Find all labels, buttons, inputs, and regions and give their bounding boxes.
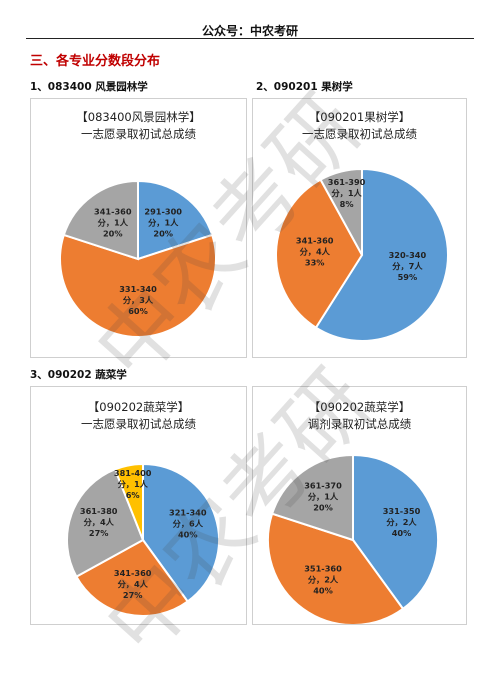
page-header: 公众号：中农考研 — [0, 0, 500, 39]
pie-chart-vegetable-adjust: 331-350 分，2人 40% 351-360 分，2人 40% 361-370 分，1人 2… — [267, 453, 439, 624]
slice-label-321-340: 321-340 分，6人 40% — [169, 507, 207, 539]
chart-title-line2: 调剂录取初试总成绩 — [307, 417, 412, 431]
slice-label-361-380: 361-380 分，4人 27% — [80, 506, 118, 538]
subsection-2-label: 2、090201 果树学 — [256, 81, 353, 93]
chart-card-fruit: 【090201果树学】 一志愿录取初试总成绩 320-340 分，7人 59% 341… — [252, 98, 467, 358]
chart-title-line2: 一志愿录取初试总成绩 — [81, 127, 196, 141]
slice-label-381-400: 381-400 分，1人 6% — [114, 468, 152, 500]
pie-slice-291-300 — [137, 179, 214, 261]
subsection-3-label: 3、090202 蔬菜学 — [30, 369, 127, 381]
chart-title-line2: 一志愿录取初试总成绩 — [302, 127, 417, 141]
chart-card-landscape: 【083400风景园林学】 一志愿录取初试总成绩 291-300 分，1人 20% 3… — [30, 98, 247, 358]
pie-slice-341-360 — [75, 538, 190, 617]
pie-slice-381-400 — [113, 462, 144, 541]
slice-label-361-390: 361-390 分，1人 8% — [328, 177, 366, 209]
slice-label-320-340: 320-340 分，7人 59% — [389, 250, 427, 282]
slice-label-341-360: 341-360 分，4人 33% — [296, 236, 334, 268]
slice-label-331-340: 331-340 分，3人 60% — [119, 284, 157, 316]
slice-label-361-370: 361-370 分，1人 20% — [304, 481, 342, 513]
slice-label-341-360: 341-360 分，4人 27% — [114, 568, 152, 600]
chart-card-vegetable-first: 【090202蔬菜学】 一志愿录取初试总成绩 321-340 分，6人 40% 341… — [30, 386, 247, 625]
pie-slice-361-380 — [66, 468, 145, 578]
pie-slice-361-370 — [270, 453, 354, 542]
pie-chart-fruit: 320-340 分，7人 59% 341-360 分，4人 33% 361-390 分，1人 8… — [275, 167, 449, 342]
pie-slice-331-340 — [59, 233, 217, 339]
pie-slice-351-360 — [267, 512, 405, 624]
header-rule — [26, 38, 474, 39]
chart-card-vegetable-adjust: 【090202蔬菜学】 调剂录取初试总成绩 331-350 分，2人 40% 351-… — [252, 386, 467, 625]
pie-slice-341-360 — [62, 179, 139, 261]
slice-label-331-350: 331-350 分，2人 40% — [383, 506, 421, 538]
pie-slice-331-350 — [352, 453, 439, 611]
chart-title-line1: 【083400风景园林学】 — [76, 110, 201, 124]
chart-title-line1: 【090202蔬菜学】 — [87, 400, 190, 414]
chart-title-line1: 【090201果树学】 — [308, 110, 411, 124]
section-title: 三、各专业分数段分布 — [30, 54, 161, 69]
subsection-1-label: 1、083400 风景园林学 — [30, 81, 148, 93]
header-text: 公众号：中农考研 — [201, 24, 298, 38]
slice-label-291-300: 291-300 分，1人 20% — [144, 206, 182, 238]
chart-title-line1: 【090202蔬菜学】 — [308, 400, 411, 414]
slice-label-351-360: 351-360 分，2人 40% — [304, 563, 342, 595]
pie-slice-320-340 — [314, 167, 449, 342]
pie-chart-vegetable-first: 321-340 分，6人 40% 341-360 分，4人 27% 361-380 分，4人 2… — [66, 462, 220, 617]
chart-title-line2: 一志愿录取初试总成绩 — [81, 417, 196, 431]
pie-slice-321-340 — [142, 462, 220, 603]
pie-chart-landscape: 291-300 分，1人 20% 331-340 分，3人 60% 341-360 分，1人 2… — [59, 179, 217, 339]
pie-slice-361-390 — [319, 167, 363, 256]
slice-label-341-360: 341-360 分，1人 20% — [94, 206, 132, 238]
